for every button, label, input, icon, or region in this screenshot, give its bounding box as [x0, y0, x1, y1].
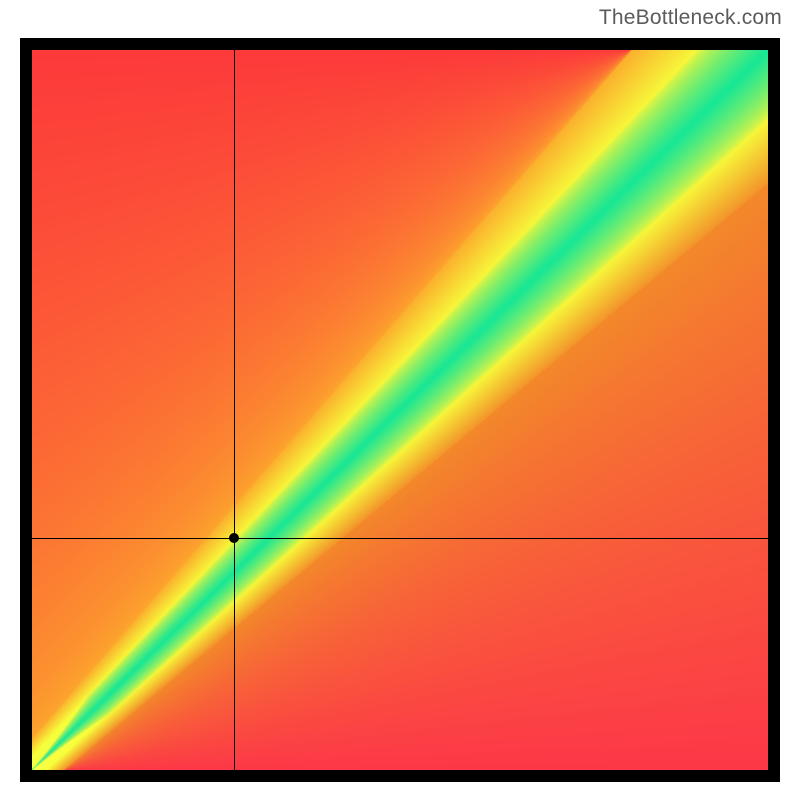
attribution-text: TheBottleneck.com [599, 6, 782, 30]
crosshair-horizontal [32, 538, 768, 539]
crosshair-vertical [234, 50, 235, 770]
bottleneck-heatmap [32, 50, 768, 770]
crosshair-marker [229, 533, 239, 543]
plot-frame [20, 38, 780, 782]
